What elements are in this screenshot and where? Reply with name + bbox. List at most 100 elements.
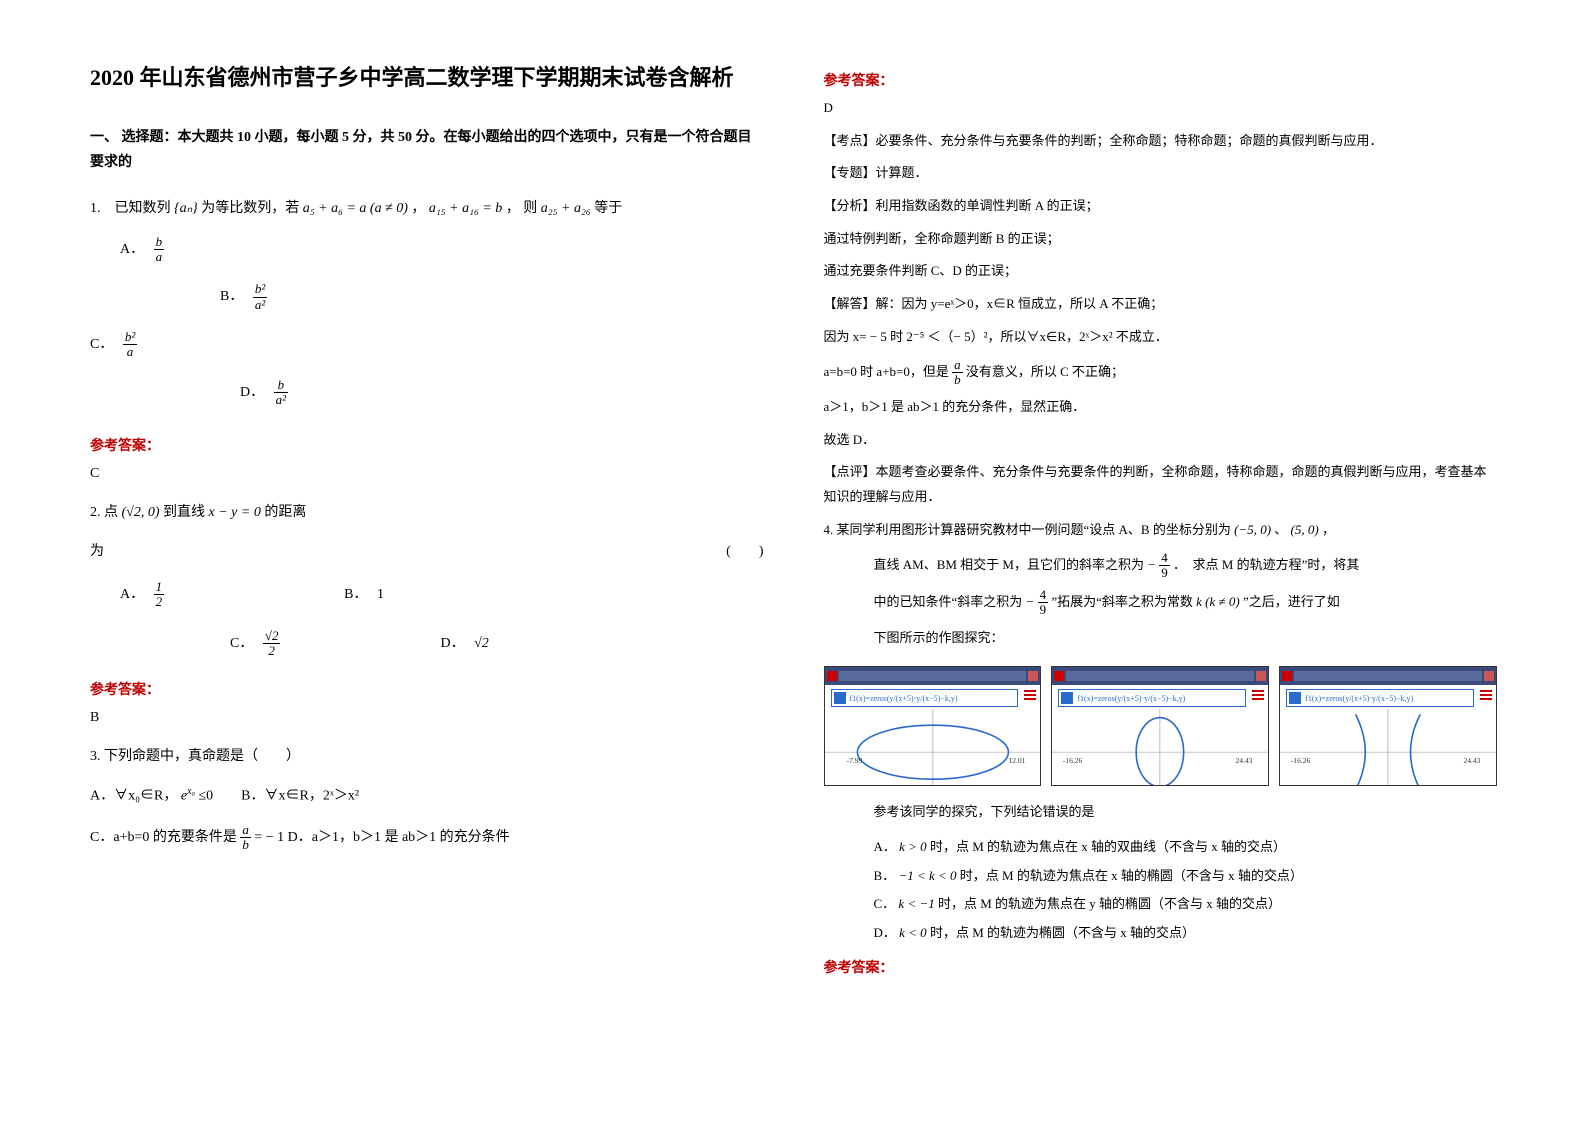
svg-text:12.01: 12.01 (1008, 756, 1025, 765)
q4-opt-b: B． −1 < k < 0 时，点 M 的轨迹为焦点在 x 轴的椭圆（不含与 x… (874, 862, 1498, 891)
kd-label: 【考点】 (824, 133, 876, 148)
q3-zhuanti: 【专题】计算题． (824, 161, 1498, 186)
formula-box-icon (834, 692, 846, 704)
q4-l3-pre: 中的已知条件“斜率之积为 (874, 594, 1026, 609)
q1-mid2: ， (411, 201, 425, 216)
q4-stem-line3: 中的已知条件“斜率之积为 − 4 9 ”拓展为“斜率之积为常数 k (k ≠ 0… (874, 588, 1498, 618)
formula-text: f1(x)=zeros(y/(x+5)·y/(x−5)−k,y) (1077, 694, 1185, 703)
frac-num: b (154, 235, 165, 250)
formula-box-icon (1289, 692, 1301, 704)
q2-prefix: 2. 点 (90, 505, 122, 520)
q3-optA-post: ≤0 B．∀x∈R，2ˣ＞x² (198, 789, 359, 804)
q3-jiedai: 【解答】解：因为 y=eˣ＞0，x∈R 恒成立，所以 A 不正确； (824, 292, 1498, 317)
q4-chart-2: f1(x)=zeros(y/(x+5)·y/(x−5)−k,y) -16.26 … (1051, 666, 1269, 786)
q1-frac-d: b a² (274, 378, 288, 408)
jd-label: 【解答】 (824, 296, 876, 311)
q2-answer-label: 参考答案： (90, 679, 764, 699)
q2-opt-d: D． √2 (440, 632, 488, 652)
q2-line: x − y = 0 (209, 505, 261, 520)
q2-pt: (√2, 0) (122, 505, 160, 520)
q1-frac-b: b² a² (253, 282, 267, 312)
chart-menu-icon (1024, 689, 1036, 701)
jd1-text: 解：因为 y=eˣ＞0，x∈R 恒成立，所以 A 不正确； (876, 296, 1164, 311)
q4-options: A． k > 0 时，点 M 的轨迹为焦点在 x 轴的双曲线（不含与 x 轴的交… (874, 833, 1498, 947)
q4-opt-d: D． k < 0 时，点 M 的轨迹为椭圆（不含与 x 轴的交点） (874, 919, 1498, 948)
q2-answer: B (90, 705, 764, 730)
q1-mid1: 为等比数列，若 (201, 201, 303, 216)
q3-p2: 通过充要条件判断 C、D 的正误； (824, 259, 1498, 284)
q1-opt-b: B． b² a² (220, 282, 764, 312)
frac-den: 2 (263, 644, 281, 658)
q4-neg: − (1147, 556, 1156, 571)
q1-opt-a: A． b a (120, 235, 764, 265)
optD-k: k < 0 (899, 925, 927, 940)
optB-post: 时，点 M 的轨迹为焦点在 x 轴的椭圆（不含与 x 轴的交点） (960, 868, 1303, 883)
frac-num: a (952, 358, 963, 373)
q3-jd4: a＞1，b＞1 是 ab＞1 的充分条件，显然正确． (824, 395, 1498, 420)
optB-pre: B． (874, 868, 896, 883)
optD-post: 时，点 M 的轨迹为椭圆（不含与 x 轴的交点） (930, 925, 1195, 940)
zt-text: 计算题． (876, 165, 928, 180)
svg-text:-7.99: -7.99 (846, 756, 862, 765)
opt-c-label: C． (230, 636, 253, 651)
q3-optA-pre: A．∀x₀∈R， (90, 789, 177, 804)
q1-suffix: 等于 (594, 201, 622, 216)
q2-opt-b: B． 1 (344, 583, 384, 603)
q2-opt-c: C． √2 2 (230, 629, 280, 659)
frac-den: 9 (1159, 566, 1170, 580)
q4-caption: 参考该同学的探究，下列结论错误的是 (874, 800, 1498, 825)
q1-eq3: a₂₅ + a₂₆ (541, 201, 591, 216)
chart-header (825, 667, 1041, 685)
q2-d-val: √2 (474, 636, 489, 651)
opt-d-label: D． (240, 385, 264, 400)
q3-optC-pre: C．a+b=0 的充要条件是 (90, 830, 240, 845)
opt-a-label: A． (120, 242, 144, 257)
q1-answer: C (90, 461, 764, 486)
frac-den: 9 (1038, 603, 1049, 617)
zt-label: 【专题】 (824, 165, 876, 180)
q1-seq: {aₙ} (174, 201, 198, 216)
chart-close-icon (1028, 671, 1038, 681)
svg-text:-16.26: -16.26 (1291, 756, 1311, 765)
chart-dot-icon (827, 671, 837, 681)
q4-stem-line1: 4. 某同学利用图形计算器研究教材中一例问题“设点 A、B 的坐标分别为 (−5… (824, 518, 1498, 543)
chart-close-icon (1484, 671, 1494, 681)
q3-fenxi: 【分析】利用指数函数的单调性判断 A 的正误； (824, 194, 1498, 219)
svg-text:-16.26: -16.26 (1063, 756, 1083, 765)
chart-dot-icon (1054, 671, 1064, 681)
q2-mid: 到直线 (163, 505, 209, 520)
q4-stem-line4: 下图所示的作图探究： (874, 626, 1498, 651)
q3-answer: D (824, 96, 1498, 121)
chart-plot-hyperbola: -16.26 24.43 -9.99 (1280, 709, 1496, 786)
q1-stem: 1. 已知数列 {aₙ} 为等比数列，若 a₅ + a₆ = a (a ≠ 0)… (90, 196, 764, 221)
q4-frac2: 4 9 (1038, 588, 1049, 618)
optA-post: 时，点 M 的轨迹为焦点在 x 轴的双曲线（不含与 x 轴的交点） (930, 839, 1286, 854)
opt-d-label: D． (440, 636, 464, 651)
q4-l3-post: ”之后，进行了如 (1243, 594, 1340, 609)
q3-p1: 通过特例判断，全称命题判断 B 的正误； (824, 227, 1498, 252)
q2-b-val: 1 (377, 587, 384, 602)
q4-chart-row: f1(x)=zeros(y/(x+5)·y/(x−5)−k,y) -7.99 1… (824, 666, 1498, 786)
dp-text: 本题考查必要条件、充分条件与充要条件的判断，全称命题，特称命题，命题的真假判断与… (824, 464, 1487, 504)
jd3-post: 没有意义，所以 C 不正确； (966, 363, 1124, 378)
q4-stem-line2: 直线 AM、BM 相交于 M，且它们的斜率之积为 − 4 9 ． 求点 M 的轨… (874, 551, 1498, 581)
q3-jd5: 故选 D． (824, 428, 1498, 453)
frac-den: a² (253, 298, 267, 312)
q4-answer-label: 参考答案： (824, 957, 1498, 977)
q1-opt-c: C． b² a (90, 330, 764, 360)
opt-b-label: B． (344, 587, 367, 602)
q2-suffix: 的距离 (264, 505, 306, 520)
frac-num: 4 (1038, 588, 1049, 603)
chart-bar (839, 671, 1027, 681)
q4-ptB: (5, 0) (1291, 522, 1319, 537)
chart-dot-icon (1282, 671, 1292, 681)
q3-opts-ab: A．∀x₀∈R， ex₀ ≤0 B．∀x∈R，2ˣ＞x² (90, 783, 764, 809)
opt-c-label: C． (90, 337, 113, 352)
q1-prefix: 1. 已知数列 (90, 201, 171, 216)
frac-den: a² (274, 393, 288, 407)
svg-text:24.43: 24.43 (1236, 756, 1253, 765)
q4-kexpr: k (k ≠ 0) (1196, 594, 1240, 609)
q4-chart-1: f1(x)=zeros(y/(x+5)·y/(x−5)−k,y) -7.99 1… (824, 666, 1042, 786)
frac-den: a (123, 345, 137, 359)
dp-label: 【点评】 (824, 464, 876, 479)
